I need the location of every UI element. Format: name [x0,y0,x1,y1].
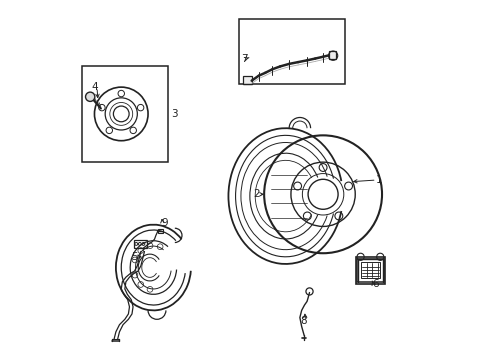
Text: 9: 9 [161,218,167,228]
Bar [243,76,251,84]
Bar [355,257,385,284]
Bar [356,258,383,282]
Bar [239,19,344,84]
Bar [82,66,167,162]
Text: 5: 5 [131,252,138,262]
Bar [158,229,163,233]
Circle shape [264,135,381,253]
Text: 4: 4 [91,82,98,92]
Text: 3: 3 [171,109,178,119]
Text: 2: 2 [253,189,260,199]
Bar [328,51,336,59]
Text: 8: 8 [300,316,306,326]
Bar [360,262,380,278]
Bar [134,240,147,248]
Circle shape [94,87,148,141]
Text: 6: 6 [371,279,378,289]
Text: 1: 1 [375,175,381,185]
Text: 7: 7 [241,54,247,64]
Circle shape [85,92,95,102]
